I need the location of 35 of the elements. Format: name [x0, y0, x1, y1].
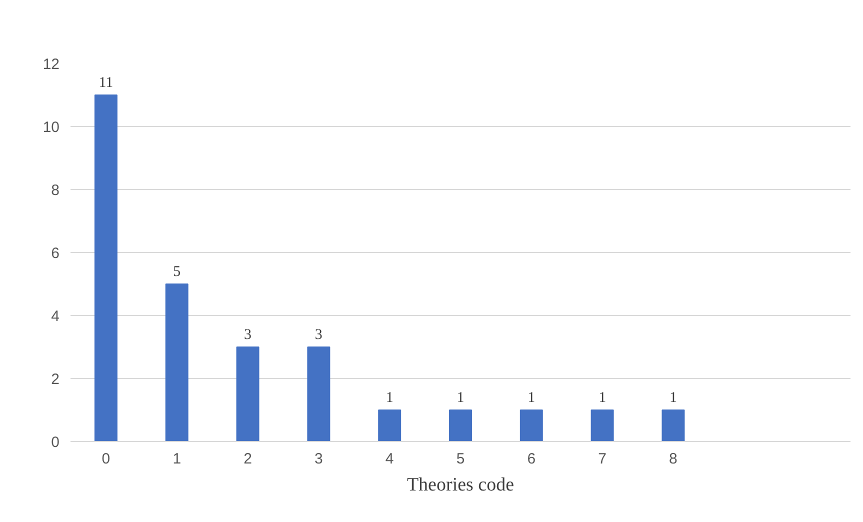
- x-tick-label: 1: [172, 450, 182, 468]
- data-label: 1: [386, 390, 394, 406]
- bar: [378, 410, 402, 442]
- data-label: 1: [669, 390, 677, 406]
- x-tick-label: 7: [598, 450, 606, 468]
- bar: [165, 284, 188, 442]
- x-tick-label: 5: [456, 450, 465, 468]
- y-tick-label: 6: [51, 245, 60, 262]
- x-axis-title: Theories code: [406, 474, 514, 496]
- data-label: 5: [173, 264, 181, 280]
- x-tick-label: 3: [314, 450, 323, 468]
- data-label: 3: [314, 327, 322, 343]
- bar: [590, 410, 614, 442]
- data-label: 1: [456, 390, 464, 406]
- bar: [236, 346, 260, 442]
- data-label: 1: [528, 390, 536, 406]
- data-label: 11: [98, 75, 114, 91]
- x-tick-label: 6: [527, 450, 536, 468]
- bar: [307, 346, 330, 442]
- y-tick-label: 12: [42, 56, 60, 73]
- x-tick-label: 0: [102, 450, 110, 468]
- bar: [94, 94, 118, 442]
- y-tick-label: 4: [51, 308, 60, 325]
- bar: [449, 410, 472, 442]
- y-tick-label: 8: [51, 182, 60, 199]
- bar: [520, 410, 543, 442]
- data-label: 1: [598, 390, 606, 406]
- x-tick-label: 2: [244, 450, 252, 468]
- bar: [662, 410, 685, 442]
- y-tick-label: 10: [42, 119, 60, 136]
- y-tick-label: 2: [51, 371, 60, 388]
- x-tick-label: 4: [385, 450, 394, 468]
- data-label: 3: [244, 327, 252, 343]
- x-tick-label: 8: [669, 450, 678, 468]
- y-tick-label: 0: [51, 434, 60, 451]
